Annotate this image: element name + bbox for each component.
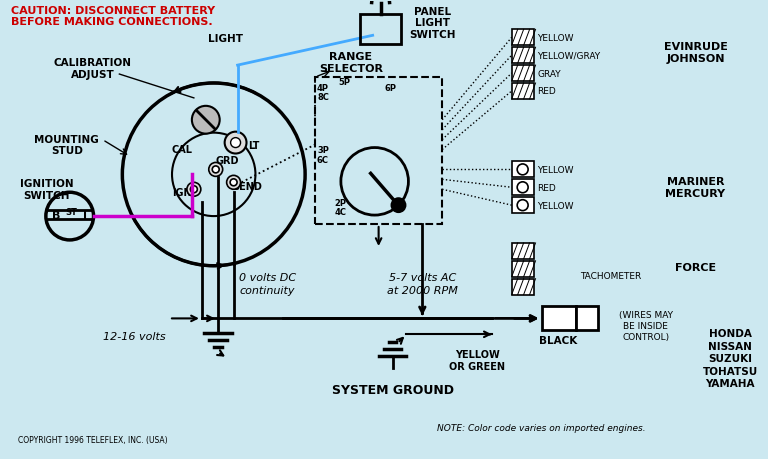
Text: GRD: GRD — [216, 156, 240, 166]
Bar — [315, 78, 442, 224]
Text: HONDA
NISSAN
SUZUKI
TOHATSU
YAMAHA: HONDA NISSAN SUZUKI TOHATSU YAMAHA — [703, 329, 758, 388]
Text: RED: RED — [538, 184, 556, 192]
Text: (WIRES MAY
BE INSIDE
CONTROL): (WIRES MAY BE INSIDE CONTROL) — [619, 310, 673, 341]
Text: PANEL
LIGHT
SWITCH: PANEL LIGHT SWITCH — [409, 6, 455, 39]
Circle shape — [209, 163, 223, 177]
Circle shape — [187, 183, 200, 197]
Circle shape — [391, 198, 406, 213]
Bar — [511, 243, 534, 259]
Text: CAL: CAL — [171, 144, 193, 154]
Text: YELLOW: YELLOW — [538, 166, 574, 174]
Text: 5P: 5P — [339, 78, 351, 87]
Text: 2P
4C: 2P 4C — [335, 198, 347, 217]
Circle shape — [190, 186, 197, 193]
Circle shape — [225, 132, 247, 154]
Text: IGNITION
SWITCH: IGNITION SWITCH — [20, 179, 74, 201]
Text: RED: RED — [538, 87, 556, 96]
Text: TACHOMETER: TACHOMETER — [581, 272, 642, 280]
Text: YELLOW: YELLOW — [538, 34, 574, 43]
Text: RANGE
SELECTOR: RANGE SELECTOR — [319, 52, 382, 74]
Bar — [541, 307, 576, 330]
Text: BEFORE MAKING CONNECTIONS.: BEFORE MAKING CONNECTIONS. — [11, 17, 213, 28]
Text: 4P
8C: 4P 8C — [317, 84, 329, 102]
Bar — [511, 261, 534, 277]
Text: NOTE: Color code varies on imported engines.: NOTE: Color code varies on imported engi… — [437, 423, 646, 432]
Text: EVINRUDE
JOHNSON: EVINRUDE JOHNSON — [664, 42, 727, 64]
Circle shape — [212, 167, 219, 174]
Circle shape — [192, 106, 220, 134]
Text: YELLOW
OR GREEN: YELLOW OR GREEN — [449, 349, 505, 371]
Text: MARINER
MERCURY: MARINER MERCURY — [665, 177, 726, 199]
Bar — [511, 162, 534, 178]
Text: LIGHT: LIGHT — [208, 34, 243, 44]
Bar — [511, 66, 534, 82]
Text: GRAY: GRAY — [538, 69, 561, 78]
Bar — [511, 48, 534, 64]
Text: 0 volts DC
continuity: 0 volts DC continuity — [239, 273, 296, 295]
Text: B: B — [51, 211, 60, 221]
Text: I: I — [83, 211, 87, 221]
Text: IGN: IGN — [172, 188, 192, 198]
Bar — [576, 307, 598, 330]
Text: SYSTEM GROUND: SYSTEM GROUND — [332, 384, 454, 397]
Text: BLACK: BLACK — [539, 336, 578, 346]
Text: 5-7 volts AC
at 2000 RPM: 5-7 volts AC at 2000 RPM — [387, 273, 458, 295]
Text: COPYRIGHT 1996 TELEFLEX, INC. (USA): COPYRIGHT 1996 TELEFLEX, INC. (USA) — [18, 435, 167, 444]
Circle shape — [227, 176, 240, 190]
Text: ST: ST — [66, 207, 78, 216]
Bar — [511, 30, 534, 46]
Text: 6P: 6P — [385, 84, 396, 93]
Text: CAUTION: DISCONNECT BATTERY: CAUTION: DISCONNECT BATTERY — [11, 6, 215, 16]
Bar — [511, 84, 534, 100]
Bar — [511, 198, 534, 213]
Text: 12-16 volts: 12-16 volts — [103, 331, 166, 341]
Text: 3P
6C: 3P 6C — [317, 146, 329, 164]
Circle shape — [230, 138, 240, 148]
Text: FORCE: FORCE — [675, 262, 716, 272]
Circle shape — [230, 179, 237, 186]
Text: LT: LT — [248, 140, 259, 150]
Text: CALIBRATION
ADJUST: CALIBRATION ADJUST — [54, 58, 131, 80]
Bar — [359, 16, 402, 45]
Bar — [511, 279, 534, 295]
Text: MOUNTING
STUD: MOUNTING STUD — [35, 134, 99, 156]
Bar — [511, 180, 534, 196]
Text: YELLOW/GRAY: YELLOW/GRAY — [538, 51, 601, 61]
Text: SEND: SEND — [233, 182, 263, 192]
Text: YELLOW: YELLOW — [538, 201, 574, 210]
